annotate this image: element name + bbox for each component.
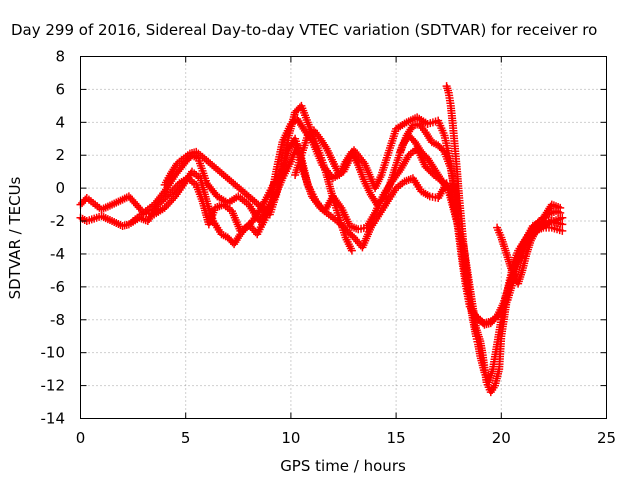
y-tick-label: 6 (55, 80, 65, 98)
y-tick-label: 2 (55, 146, 65, 164)
data-point (163, 192, 172, 201)
plot-frame (80, 56, 607, 419)
axis-ticks: 0 5 10 15 20 25 -14 -12 -10 -8 -6 -4 -2 0 2 4 6 8 (41, 48, 617, 448)
data-point (558, 220, 567, 229)
y-tick-label: -4 (50, 245, 65, 263)
x-tick-label: 15 (387, 429, 406, 447)
y-tick-label: 0 (55, 179, 65, 197)
y-tick-label: -14 (41, 410, 66, 428)
data-point (359, 157, 368, 166)
x-tick-label: 5 (181, 429, 191, 447)
series-track-e (493, 217, 567, 288)
data-point (440, 180, 449, 189)
x-tick-label: 20 (492, 429, 511, 447)
y-tick-label: -12 (41, 377, 66, 395)
chart-title: Day 299 of 2016, Sidereal Day-to-day VTE… (11, 21, 597, 39)
y-tick-label: -8 (50, 311, 65, 329)
series-track-g (160, 101, 356, 255)
y-tick-label: 8 (55, 48, 65, 66)
data-point (457, 240, 466, 249)
x-axis-label: GPS time / hours (280, 457, 406, 475)
series-track-h (396, 119, 466, 249)
y-axis-label: SDTVAR / TECUs (6, 176, 24, 299)
series-track-f (291, 126, 449, 209)
data-series (76, 82, 567, 397)
y-tick-label: 4 (55, 113, 65, 131)
data-point (347, 246, 356, 255)
y-tick-label: -2 (50, 212, 65, 230)
x-tick-label: 25 (597, 429, 616, 447)
y-tick-label: -10 (41, 344, 66, 362)
data-point (556, 208, 565, 217)
series-track-d (442, 82, 565, 387)
y-tick-label: -6 (50, 278, 65, 296)
x-tick-label: 0 (76, 429, 86, 447)
x-tick-label: 10 (281, 429, 300, 447)
